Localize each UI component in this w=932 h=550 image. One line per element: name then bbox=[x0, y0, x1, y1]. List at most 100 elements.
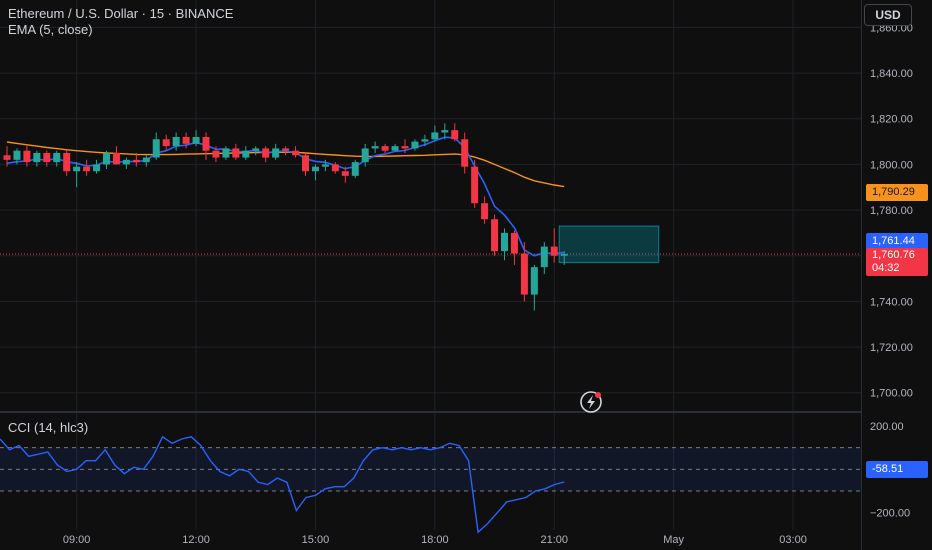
candle bbox=[302, 152, 309, 176]
replay-icon[interactable] bbox=[580, 391, 602, 413]
candle-body bbox=[252, 148, 260, 151]
time-tick-label: May bbox=[663, 534, 684, 546]
candle-body bbox=[441, 130, 449, 133]
price-tick-label: 1,740.00 bbox=[870, 296, 913, 308]
candle bbox=[461, 132, 469, 174]
price-tick-label: 1,700.00 bbox=[870, 388, 913, 400]
candle bbox=[162, 134, 170, 151]
price-tick-label: 1,800.00 bbox=[870, 159, 913, 171]
candles-layer bbox=[3, 123, 568, 311]
price-zone-box bbox=[558, 225, 660, 264]
candle bbox=[33, 150, 41, 167]
price-tick-label: 1,840.00 bbox=[870, 68, 913, 80]
candle bbox=[73, 162, 81, 188]
candle-body bbox=[232, 148, 240, 158]
candle bbox=[431, 125, 439, 142]
time-tick-label: 21:00 bbox=[540, 534, 568, 546]
candle-body bbox=[13, 150, 21, 160]
time-tick-label: 09:00 bbox=[63, 534, 91, 546]
candle-body bbox=[242, 150, 250, 158]
candle bbox=[381, 143, 389, 153]
candle-body bbox=[381, 146, 389, 151]
cci-line bbox=[0, 435, 565, 534]
time-tick-label: 15:00 bbox=[302, 534, 330, 546]
candle-body bbox=[520, 253, 528, 295]
candle bbox=[152, 132, 160, 160]
candle bbox=[451, 123, 459, 142]
time-tick-label: 18:00 bbox=[421, 534, 449, 546]
candle bbox=[23, 146, 31, 167]
candle-body bbox=[202, 137, 210, 151]
cci-value-tag: -58.51 bbox=[866, 461, 928, 478]
candle bbox=[530, 264, 538, 311]
candle bbox=[520, 242, 528, 302]
candle-body bbox=[481, 203, 489, 220]
candle bbox=[411, 139, 419, 151]
candle bbox=[122, 157, 130, 169]
candle bbox=[93, 159, 101, 174]
candle bbox=[311, 164, 319, 181]
candle-body bbox=[23, 150, 31, 163]
candle-body bbox=[431, 132, 439, 140]
symbol-title: Ethereum / U.S. Dollar · 15 · BINANCE bbox=[8, 6, 234, 21]
candle-body bbox=[272, 148, 280, 158]
last-price-value: 1,760.76 bbox=[872, 249, 915, 261]
candle-body bbox=[461, 139, 469, 167]
candle-body bbox=[411, 141, 419, 149]
candle-body bbox=[103, 152, 110, 165]
candle bbox=[321, 159, 329, 172]
candle-body bbox=[451, 130, 459, 140]
candle bbox=[232, 143, 240, 160]
candle bbox=[182, 132, 190, 149]
candle-body bbox=[112, 152, 120, 165]
candle-body bbox=[122, 159, 130, 165]
candle-body bbox=[182, 137, 190, 144]
candle-body bbox=[421, 139, 429, 142]
candle-body bbox=[341, 171, 349, 176]
candle bbox=[83, 159, 91, 176]
cci-tick-label: −200.00 bbox=[870, 508, 910, 520]
candle bbox=[43, 150, 51, 167]
candle-body bbox=[33, 152, 41, 163]
grid-lines bbox=[0, 0, 862, 530]
time-tick-label: 03:00 bbox=[779, 534, 807, 546]
candle-body bbox=[331, 164, 339, 172]
candle bbox=[112, 146, 120, 165]
candle bbox=[510, 230, 518, 265]
candle-body bbox=[53, 152, 61, 163]
candle-body bbox=[501, 232, 508, 252]
ema-legend[interactable]: EMA (5, close) bbox=[8, 22, 93, 37]
candle bbox=[421, 134, 429, 147]
candle bbox=[132, 152, 140, 167]
currency-button[interactable]: USD bbox=[864, 4, 912, 26]
axis-labels: 1,860.001,840.001,820.001,800.001,780.00… bbox=[63, 22, 913, 546]
cci-legend[interactable]: CCI (14, hlc3) bbox=[8, 420, 89, 435]
candle-body bbox=[152, 139, 160, 158]
candle bbox=[172, 132, 180, 151]
candle-body bbox=[282, 148, 290, 151]
candle bbox=[142, 155, 150, 167]
candle bbox=[401, 139, 409, 153]
candle bbox=[3, 146, 11, 167]
candle bbox=[282, 146, 290, 156]
candle-body bbox=[192, 137, 200, 144]
candle-body bbox=[83, 166, 91, 172]
candle-body bbox=[172, 137, 180, 147]
slow-ema-price-tag: 1,790.29 bbox=[866, 184, 928, 201]
bar-countdown: 04:32 bbox=[872, 262, 900, 274]
pane-separator[interactable] bbox=[0, 411, 862, 413]
candle bbox=[272, 143, 280, 160]
candle-body bbox=[351, 162, 359, 176]
candle bbox=[351, 159, 359, 179]
candle bbox=[192, 130, 200, 147]
candle-body bbox=[262, 148, 270, 158]
candle bbox=[560, 251, 568, 265]
candle bbox=[262, 146, 270, 163]
candle-body bbox=[530, 267, 538, 295]
candle bbox=[63, 150, 71, 176]
candle-body bbox=[391, 146, 399, 151]
candle bbox=[550, 228, 558, 263]
candle-body bbox=[73, 166, 81, 172]
candle bbox=[341, 166, 349, 183]
